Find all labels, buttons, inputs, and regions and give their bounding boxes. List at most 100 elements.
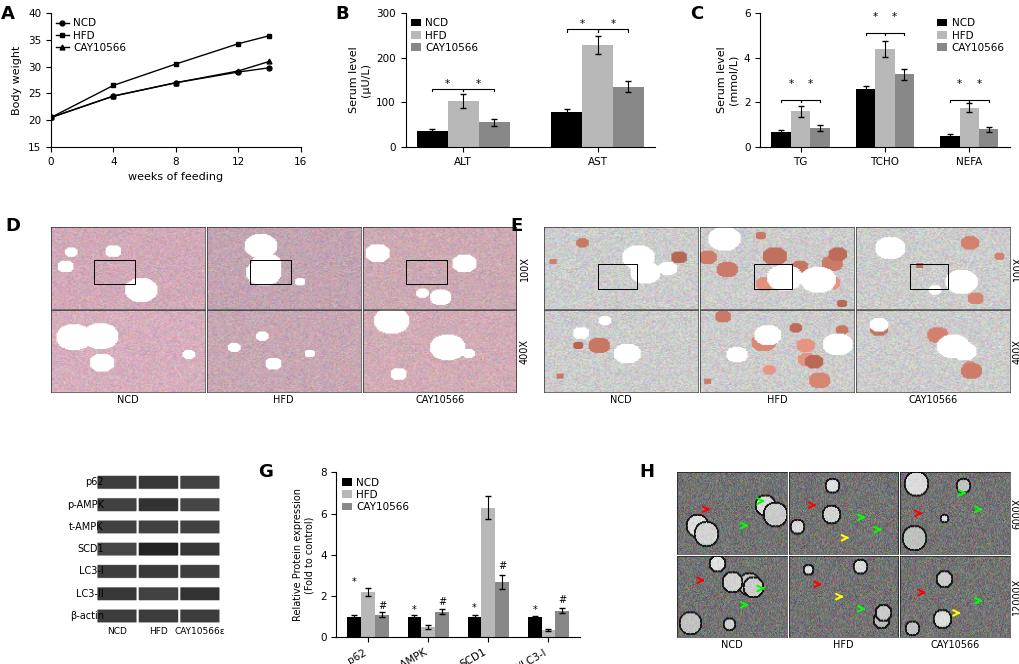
Text: 6000X: 6000X <box>1011 498 1019 529</box>
Text: B: B <box>335 5 348 23</box>
Bar <box>770 132 790 147</box>
Line: HFD: HFD <box>49 33 272 120</box>
FancyBboxPatch shape <box>180 587 219 600</box>
Text: *: * <box>609 19 614 29</box>
Text: #: # <box>378 601 386 611</box>
Bar <box>417 131 447 147</box>
Text: *: * <box>956 79 961 89</box>
Text: 100X: 100X <box>1012 256 1019 281</box>
Bar <box>959 108 978 147</box>
Text: p-AMPK: p-AMPK <box>66 499 104 510</box>
Y-axis label: Relative Protein expression
(Fold to control): Relative Protein expression (Fold to con… <box>292 489 314 622</box>
FancyBboxPatch shape <box>139 521 178 533</box>
X-axis label: weeks of feeding: weeks of feeding <box>128 172 223 182</box>
Legend: NCD, HFD, CAY10566: NCD, HFD, CAY10566 <box>341 477 409 512</box>
X-axis label: HFD: HFD <box>833 640 853 650</box>
FancyBboxPatch shape <box>97 587 137 600</box>
X-axis label: HFD: HFD <box>766 395 787 405</box>
Legend: NCD, HFD, CAY10566: NCD, HFD, CAY10566 <box>411 19 478 52</box>
Text: SCD1: SCD1 <box>77 544 104 554</box>
Y-axis label: Serum level
(mmol/L): Serum level (mmol/L) <box>716 46 738 114</box>
Text: *: * <box>472 603 477 613</box>
NCD <box>45 114 57 122</box>
X-axis label: NCD: NCD <box>720 640 742 650</box>
HFD <box>169 60 181 68</box>
FancyBboxPatch shape <box>97 565 137 578</box>
NCD <box>169 79 181 87</box>
FancyBboxPatch shape <box>180 565 219 578</box>
Bar <box>481 507 495 637</box>
NCD <box>263 64 275 72</box>
Line: CAY10566: CAY10566 <box>49 59 272 120</box>
FancyBboxPatch shape <box>180 498 219 511</box>
Text: *: * <box>892 12 897 22</box>
Text: 100X: 100X <box>519 256 529 281</box>
HFD <box>107 82 119 90</box>
FancyBboxPatch shape <box>97 610 137 623</box>
CAY10566 <box>232 67 245 75</box>
Text: C: C <box>690 5 703 23</box>
FancyBboxPatch shape <box>180 610 219 623</box>
Bar <box>527 617 541 637</box>
CAY10566 <box>107 92 119 100</box>
Text: H: H <box>638 463 653 481</box>
Text: 400X: 400X <box>1012 339 1019 364</box>
Text: D: D <box>5 217 20 235</box>
Text: *: * <box>352 577 357 587</box>
FancyBboxPatch shape <box>139 476 178 489</box>
Text: CAY10566ε: CAY10566ε <box>174 627 225 636</box>
Text: E: E <box>511 217 523 235</box>
Legend: NCD, HFD, CAY10566: NCD, HFD, CAY10566 <box>936 19 1004 52</box>
Bar <box>809 128 828 147</box>
Y-axis label: Body weight: Body weight <box>12 45 22 115</box>
Text: LC3-I: LC3-I <box>78 566 104 576</box>
CAY10566 <box>263 57 275 65</box>
FancyBboxPatch shape <box>139 542 178 556</box>
Bar <box>612 87 643 147</box>
Bar <box>554 611 569 637</box>
Bar <box>478 122 510 147</box>
Bar <box>550 112 582 147</box>
FancyBboxPatch shape <box>97 521 137 533</box>
Text: *: * <box>445 79 450 89</box>
Bar <box>408 617 421 637</box>
Text: 400X: 400X <box>519 339 529 364</box>
Bar <box>874 49 894 147</box>
X-axis label: HFD: HFD <box>273 395 293 405</box>
Bar <box>495 582 508 637</box>
FancyBboxPatch shape <box>139 610 178 623</box>
FancyBboxPatch shape <box>180 521 219 533</box>
X-axis label: CAY10566: CAY10566 <box>929 640 979 650</box>
Text: HFD: HFD <box>149 627 168 636</box>
Y-axis label: Serum level
(μU/L): Serum level (μU/L) <box>348 46 370 114</box>
Text: *: * <box>788 79 793 89</box>
Text: *: * <box>476 79 481 89</box>
Bar <box>790 111 809 147</box>
X-axis label: CAY10566: CAY10566 <box>415 395 464 405</box>
Bar <box>347 617 361 637</box>
FancyBboxPatch shape <box>139 565 178 578</box>
Bar <box>894 74 913 147</box>
NCD <box>232 68 245 76</box>
Legend: NCD, HFD, CAY10566: NCD, HFD, CAY10566 <box>56 19 125 52</box>
Bar <box>541 630 554 637</box>
Line: NCD: NCD <box>49 65 272 120</box>
Text: NCD: NCD <box>107 627 126 636</box>
FancyBboxPatch shape <box>180 476 219 489</box>
FancyBboxPatch shape <box>139 587 178 600</box>
Bar <box>467 617 481 637</box>
Text: *: * <box>579 19 584 29</box>
Text: 12000X: 12000X <box>1011 578 1019 616</box>
Text: *: * <box>532 605 536 615</box>
Text: *: * <box>975 79 980 89</box>
FancyBboxPatch shape <box>97 498 137 511</box>
Bar <box>855 89 874 147</box>
HFD <box>45 114 57 122</box>
Text: A: A <box>1 5 15 23</box>
Bar <box>361 592 375 637</box>
Bar <box>421 627 435 637</box>
HFD <box>232 40 245 48</box>
Text: t-AMPK: t-AMPK <box>69 522 104 532</box>
Text: #: # <box>557 596 566 606</box>
FancyBboxPatch shape <box>180 542 219 556</box>
